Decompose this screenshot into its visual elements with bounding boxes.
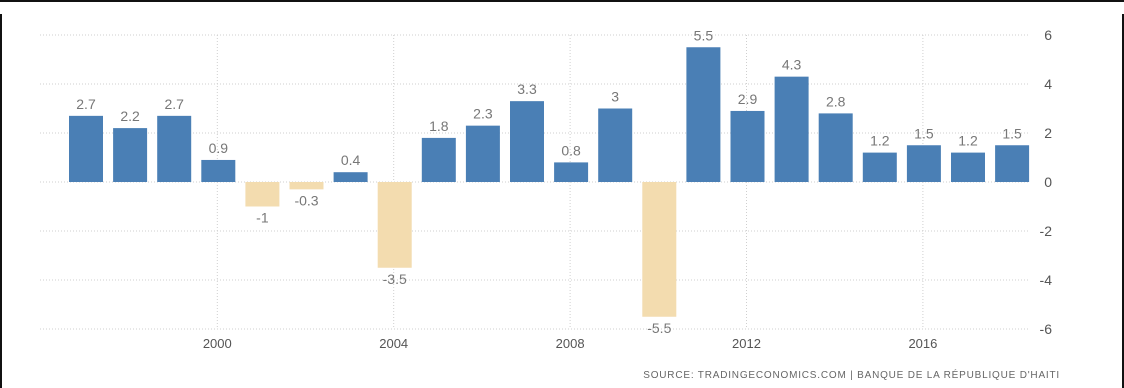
bar [642, 182, 677, 317]
data-label: -1 [256, 210, 269, 226]
frame-top-border [0, 0, 1124, 14]
bar [598, 108, 633, 182]
bar [774, 76, 809, 182]
data-label: 1.5 [1002, 125, 1022, 141]
x-tick-label: 2012 [732, 336, 761, 351]
data-label: 4.3 [782, 57, 802, 73]
bar [377, 182, 412, 268]
x-axis-ticks: 2000 2004 2008 2012 2016 [203, 336, 938, 351]
data-label: 2.8 [826, 93, 846, 109]
y-tick-label: 4 [1044, 76, 1052, 92]
y-axis-ticks: 6 4 2 0 -2 -4 -6 [1040, 27, 1053, 337]
bar [995, 145, 1030, 182]
bar [510, 101, 544, 182]
bar [554, 162, 589, 182]
x-tick-label: 2008 [556, 336, 585, 351]
data-label: 2.2 [120, 108, 140, 124]
y-tick-label: 6 [1044, 27, 1052, 43]
data-label: -0.3 [294, 192, 318, 208]
data-label: 1.8 [429, 118, 449, 134]
bar [906, 145, 941, 182]
data-label: -3.5 [383, 271, 407, 287]
data-label: 2.7 [76, 96, 96, 112]
data-label: 3 [611, 89, 619, 105]
bar [157, 115, 192, 182]
bar [289, 182, 324, 190]
x-tick-label: 2016 [908, 336, 937, 351]
bar [818, 113, 853, 182]
bar [113, 128, 148, 182]
data-label: 0.8 [561, 142, 581, 158]
bar [951, 152, 985, 182]
bars [69, 47, 1030, 317]
source-note: SOURCE: TRADINGECONOMICS.COM | BANQUE DE… [643, 370, 1060, 381]
data-label: 0.9 [209, 140, 229, 156]
bar [201, 159, 236, 182]
y-tick-label: -2 [1040, 223, 1053, 239]
data-label: -5.5 [647, 320, 671, 336]
data-label: 1.5 [914, 125, 934, 141]
x-tick-label: 2004 [379, 336, 408, 351]
bar [333, 172, 368, 182]
bar [730, 110, 765, 182]
data-label: 1.2 [958, 133, 978, 149]
x-tick-label: 2000 [203, 336, 232, 351]
data-label: 2.7 [164, 96, 184, 112]
y-tick-label: -6 [1040, 321, 1053, 337]
data-label: 5.5 [694, 27, 714, 43]
data-label: 2.3 [473, 106, 493, 122]
data-label: 3.3 [517, 81, 537, 97]
data-label: 1.2 [870, 133, 890, 149]
data-label: 2.9 [738, 91, 758, 107]
y-tick-label: 2 [1044, 125, 1052, 141]
bar [465, 125, 500, 182]
y-tick-label: -4 [1040, 272, 1053, 288]
bar [862, 152, 897, 182]
bar [69, 115, 103, 182]
y-tick-label: 0 [1044, 174, 1052, 190]
data-labels: 2.7 2.2 2.7 0.9 -1 -0.3 0.4 -3.5 1.8 2.3 3.3 0.8 3 -5… [76, 27, 1022, 336]
bar [421, 137, 456, 182]
data-label: 0.4 [341, 152, 361, 168]
bar [245, 182, 280, 207]
bar [686, 47, 721, 182]
